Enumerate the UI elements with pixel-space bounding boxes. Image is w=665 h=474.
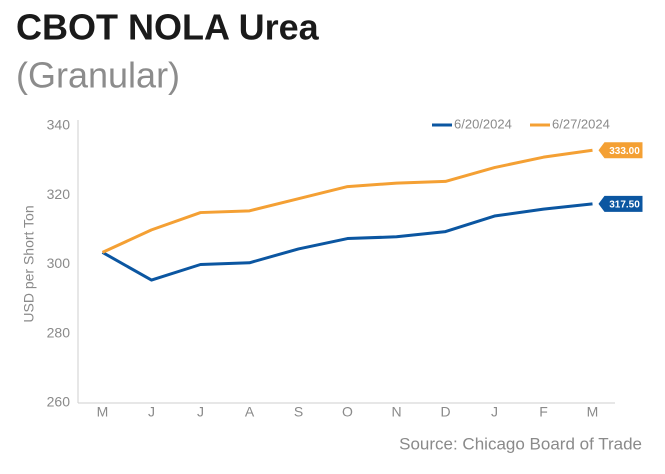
x-tick-label: N	[391, 404, 401, 420]
x-tick-label: D	[440, 404, 450, 420]
value-label: 317.50	[609, 200, 640, 211]
value-label: 333.00	[609, 146, 640, 157]
x-tick-label: J	[491, 404, 498, 420]
y-tick-label: 320	[47, 186, 71, 202]
series-line	[101, 148, 593, 254]
x-tick-label: J	[148, 404, 155, 420]
x-tick-label: M	[97, 404, 109, 420]
chart-subtitle: (Granular)	[16, 55, 180, 96]
x-tick-label: O	[342, 404, 353, 420]
legend-label: 6/20/2024	[454, 116, 512, 131]
y-tick-label: 260	[47, 394, 71, 410]
y-tick-label: 340	[47, 117, 71, 133]
x-tick-label: M	[587, 404, 599, 420]
value-label-tag	[598, 142, 643, 159]
y-axis-label: USD per Short Ton	[21, 205, 37, 322]
series-line	[101, 202, 593, 282]
value-label-tag	[598, 195, 643, 212]
legend-label: 6/27/2024	[552, 116, 610, 131]
y-tick-label: 280	[47, 324, 71, 340]
y-tick-label: 300	[47, 255, 71, 271]
x-tick-label: J	[197, 404, 204, 420]
source: Source: Chicago Board of Trade	[399, 434, 642, 453]
x-tick-label: A	[245, 404, 255, 420]
x-tick-label: F	[539, 404, 548, 420]
chart-title: CBOT NOLA Urea	[16, 7, 320, 48]
x-tick-label: S	[294, 404, 303, 420]
